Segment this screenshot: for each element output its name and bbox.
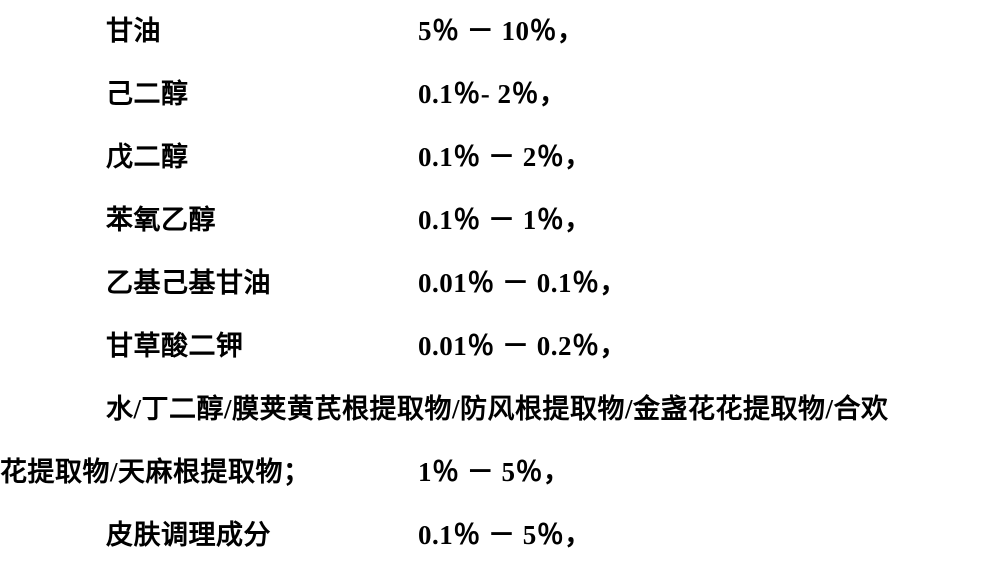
- ingredient-row: 苯氧乙醇 0.1％ － 1％，: [0, 207, 1000, 234]
- ingredient-value: 0.1％ － 2％，: [418, 144, 592, 171]
- long-ingredient-line2: 花提取物/天麻根提取物； 1％ － 5％，: [0, 459, 1000, 486]
- ingredient-label: 苯氧乙醇: [106, 207, 418, 234]
- ingredient-value: 0.01％ － 0.1％，: [418, 270, 627, 297]
- ingredient-row: 乙基己基甘油 0.01％ － 0.1％，: [0, 270, 1000, 297]
- ingredient-value: 0.1％- 2％，: [418, 81, 567, 108]
- ingredient-label: 甘草酸二钾: [106, 333, 418, 360]
- ingredient-row: 甘油 5％ － 10％，: [0, 18, 1000, 45]
- ingredient-value: 0.1％ － 5％，: [418, 522, 592, 549]
- ingredient-row: 己二醇 0.1％- 2％，: [0, 81, 1000, 108]
- ingredient-label: 甘油: [106, 18, 418, 45]
- ingredient-row: 甘草酸二钾 0.01％ － 0.2％，: [0, 333, 1000, 360]
- ingredient-label: 皮肤调理成分: [106, 522, 418, 549]
- ingredient-value: 0.1％ － 1％，: [418, 207, 592, 234]
- long-ingredient-label: 花提取物/天麻根提取物；: [0, 459, 418, 486]
- long-ingredient-value: 1％ － 5％，: [418, 459, 571, 486]
- long-ingredient-line1: 水/丁二醇/膜荚黄芪根提取物/防风根提取物/金盏花花提取物/合欢: [0, 396, 1000, 423]
- ingredient-row: 皮肤调理成分 0.1％ － 5％，: [0, 522, 1000, 549]
- ingredient-label: 己二醇: [106, 81, 418, 108]
- ingredient-row: 戊二醇 0.1％ － 2％，: [0, 144, 1000, 171]
- ingredient-label: 戊二醇: [106, 144, 418, 171]
- page: 甘油 5％ － 10％， 己二醇 0.1％- 2％， 戊二醇 0.1％ － 2％…: [0, 0, 1000, 586]
- ingredient-value: 0.01％ － 0.2％，: [418, 333, 627, 360]
- ingredient-value: 5％ － 10％，: [418, 18, 585, 45]
- ingredient-label: 乙基己基甘油: [106, 270, 418, 297]
